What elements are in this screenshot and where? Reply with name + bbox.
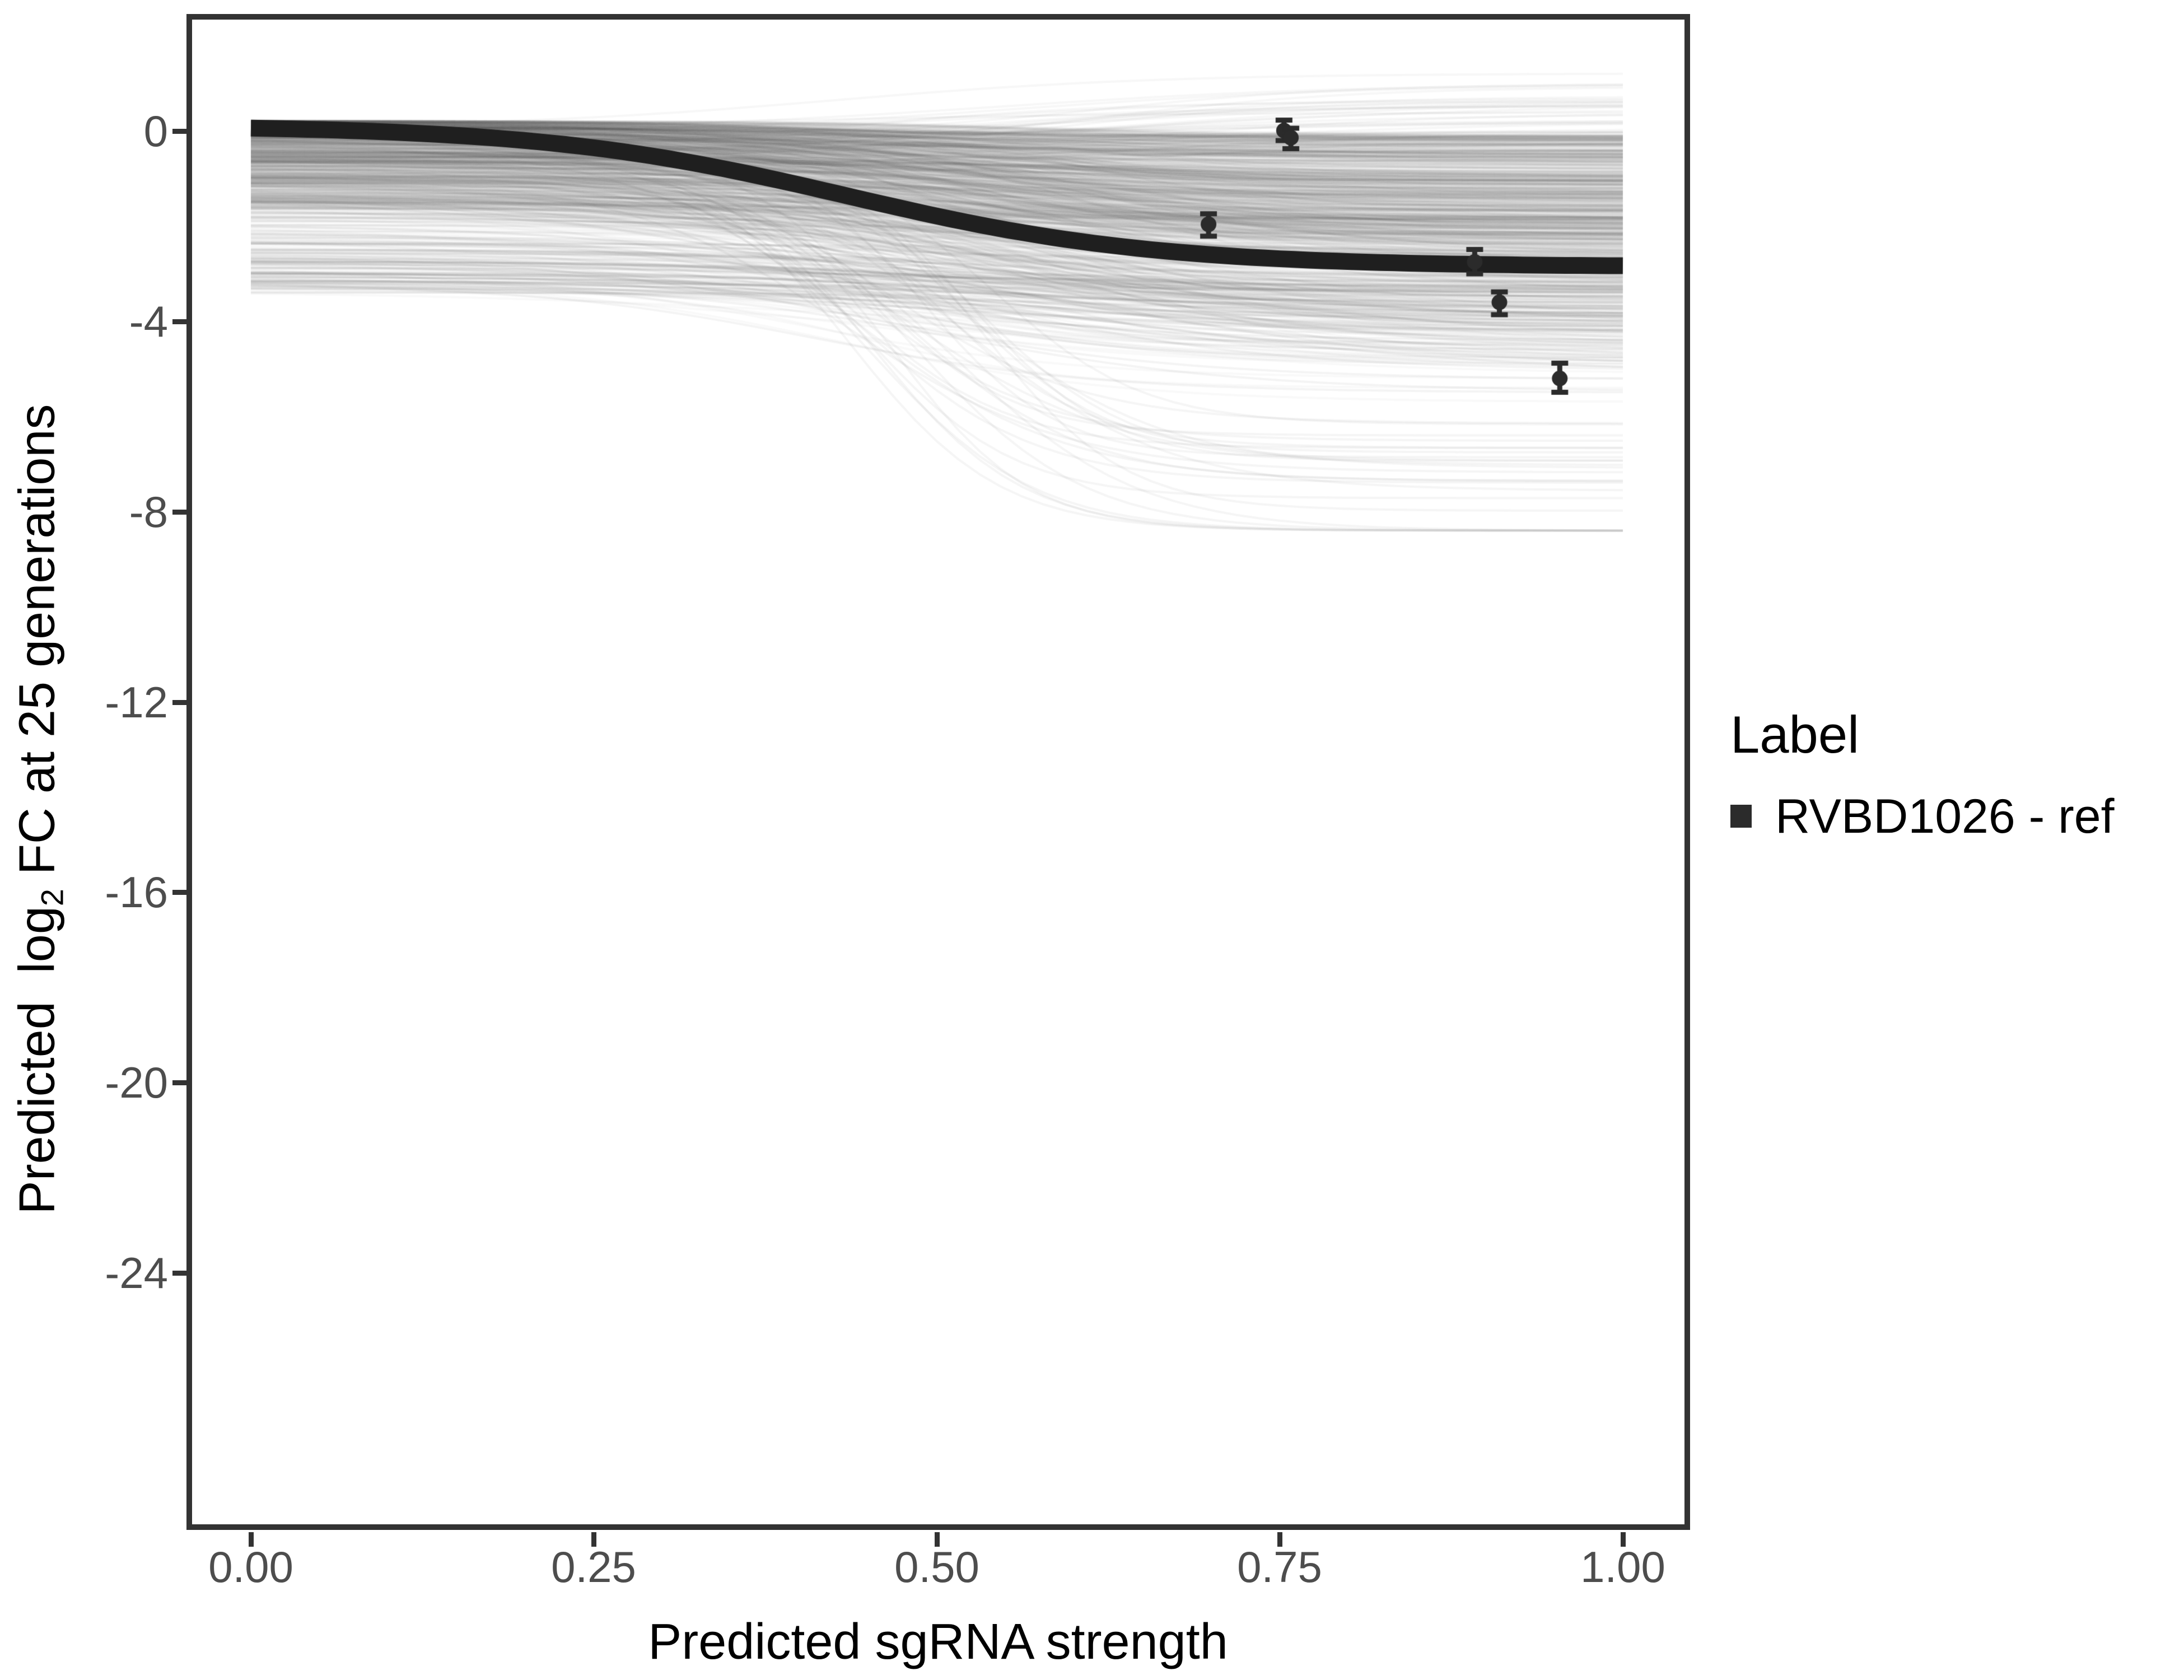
x-tick-mark [1621, 1532, 1626, 1547]
y-tick-mark [172, 700, 187, 705]
x-tick-label: 0.75 [1237, 1542, 1322, 1592]
plot-canvas [186, 14, 1690, 1530]
y-axis-title: Predicted log2 FC at 25 generations [9, 404, 71, 1215]
y-tick-label: -12 [105, 678, 168, 727]
y-tick-label: 0 [143, 106, 168, 156]
x-tick-label: 0.00 [208, 1542, 293, 1592]
x-tick-label: 0.25 [551, 1542, 636, 1592]
x-tick-label: 0.50 [894, 1542, 979, 1592]
x-tick-mark [935, 1532, 940, 1547]
plot-panel-border [186, 14, 1690, 1530]
y-tick-label: -4 [129, 297, 168, 346]
y-tick-label: -16 [105, 867, 168, 917]
y-tick-label: -24 [105, 1248, 168, 1298]
x-tick-label: 1.00 [1580, 1542, 1665, 1592]
x-tick-mark [249, 1532, 254, 1547]
y-tick-label: -20 [105, 1058, 168, 1107]
y-axis-title-subscript: 2 [34, 889, 70, 907]
y-axis-title-pre: Predicted log [9, 906, 66, 1215]
y-tick-label: -8 [129, 487, 168, 536]
x-tick-mark [1277, 1532, 1282, 1547]
legend-title: Label [1730, 705, 1859, 764]
x-axis-title: Predicted sgRNA strength [648, 1614, 1228, 1670]
y-tick-mark [172, 129, 187, 134]
y-axis-title-post: FC at 25 generations [9, 404, 66, 889]
y-tick-mark [172, 1271, 187, 1276]
y-tick-mark [172, 1080, 187, 1085]
y-tick-mark [172, 890, 187, 895]
y-tick-mark [172, 510, 187, 515]
y-tick-mark [172, 319, 187, 324]
legend-key-swatch [1730, 805, 1752, 828]
x-tick-mark [591, 1532, 596, 1547]
legend-entry-label: RVBD1026 - ref [1775, 790, 2115, 843]
